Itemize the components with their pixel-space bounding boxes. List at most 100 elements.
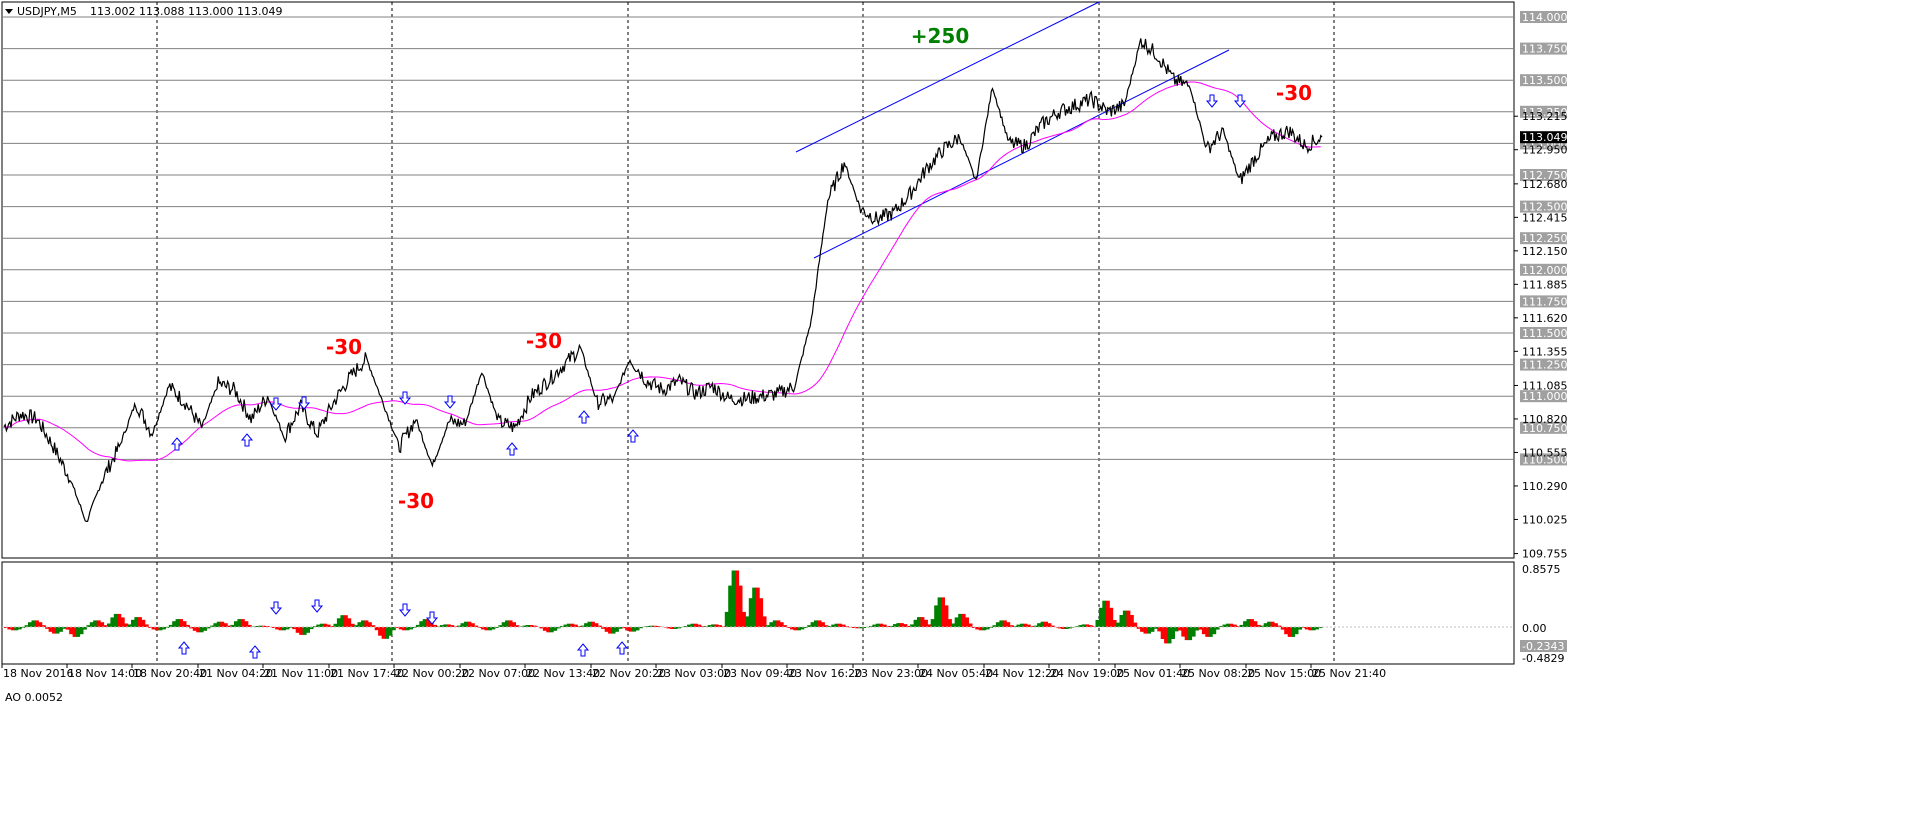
price-level-label: 111.500 [1522, 327, 1568, 340]
ao-bar [1157, 627, 1162, 632]
ao-bar [168, 624, 173, 627]
price-level-lines [2, 16, 1514, 460]
ao-bar [923, 619, 928, 627]
chart-ohlc: 113.002 113.088 113.000 113.049 [90, 5, 282, 18]
ao-bar [937, 597, 942, 627]
ao-bar [855, 627, 860, 629]
price-level-box [1520, 74, 1567, 87]
ao-bar [755, 587, 760, 627]
ao-bar [350, 623, 355, 627]
trade-annotation: -30 [326, 335, 362, 359]
ao-bar [333, 623, 338, 627]
ao-bar [776, 620, 781, 627]
price-level-box [1520, 200, 1567, 213]
ao-bar [714, 624, 719, 627]
ao-bar [1287, 627, 1292, 637]
ao-bar [446, 624, 451, 627]
buy-signal-arrow [505, 442, 519, 456]
ao-bar [590, 621, 595, 627]
ao-bar [443, 624, 448, 627]
ao-bar [724, 611, 729, 627]
ao-bar [669, 627, 674, 629]
ao-bar [216, 621, 221, 627]
ao-bar [910, 624, 915, 627]
price-level-label: 113.500 [1522, 74, 1568, 87]
ao-bar [515, 625, 520, 627]
ao-sell-arrow [398, 603, 412, 617]
ao-bar [1225, 623, 1230, 627]
ao-bar [323, 623, 328, 627]
ao-bar [1291, 627, 1296, 637]
ao-bar [1267, 621, 1272, 627]
ao-bar [285, 627, 290, 630]
ao-bar [941, 597, 945, 627]
ao-bar [1229, 623, 1234, 627]
ao-bar [635, 627, 640, 631]
ao-bar [474, 625, 479, 627]
price-level-label: 113.250 [1522, 106, 1568, 119]
ao-bar [161, 627, 166, 630]
ao-bar [299, 627, 304, 635]
time-axis-label: 24 Nov 19:00 [1050, 667, 1124, 680]
ao-bar [155, 627, 159, 631]
up-arrow-icon [177, 641, 191, 655]
indicator-pane-frame [1, 561, 1515, 665]
ao-bar [711, 624, 716, 627]
ao-bar [731, 570, 736, 627]
ao-bar [532, 625, 537, 627]
ao-bar [120, 617, 125, 627]
ao-bar [951, 623, 956, 627]
ao-bar [1212, 627, 1217, 635]
down-arrow-icon [443, 395, 457, 409]
ao-bar [1277, 625, 1282, 627]
ao-bar [1040, 621, 1045, 627]
ao-bar [783, 625, 788, 627]
ao-bar [1143, 627, 1148, 634]
ao-axis-label: -0.4829 [1522, 652, 1564, 665]
ao-bar [1239, 624, 1244, 627]
grid-layer [1, 1, 1515, 665]
ao-bar [772, 620, 777, 627]
ao-axis-label: 0.8575 [1522, 563, 1561, 576]
ao-bar [172, 621, 177, 627]
ao-bar [793, 627, 798, 631]
ao-bar [1119, 615, 1124, 627]
ao-bar [367, 622, 372, 627]
ao-bar [10, 627, 15, 631]
ao-bar [687, 624, 691, 627]
ao-bar [134, 617, 139, 627]
price-axis-label: 111.085 [1522, 379, 1568, 392]
ao-bar [518, 626, 523, 627]
time-axis-label: 22 Nov 00:20 [395, 667, 469, 680]
price-level-label: 112.750 [1522, 169, 1568, 182]
trade-annotations: -30 -30 -30 +250 -30 [326, 24, 1312, 513]
ao-bar [179, 619, 183, 627]
ao-bar [481, 627, 486, 630]
ao-bar [632, 627, 637, 632]
down-arrow-icon [425, 611, 439, 625]
ao-bar [834, 623, 839, 627]
ao-bar [1064, 627, 1069, 629]
ao-bar [127, 624, 132, 627]
ao-bar [131, 619, 135, 627]
ao-bar [192, 627, 197, 631]
ao-bar [1298, 627, 1302, 630]
price-level-label: 110.750 [1522, 422, 1568, 435]
ao-bar [820, 622, 825, 627]
ao-bar [594, 623, 599, 627]
ao-bar [89, 622, 94, 627]
ao-bar [199, 627, 204, 633]
ao-bar [965, 617, 969, 627]
ao-bar [608, 627, 613, 634]
ao-bar [899, 623, 904, 627]
ao-bar [652, 625, 657, 627]
ao-bar [271, 627, 276, 628]
price-axis-label: 110.290 [1522, 480, 1568, 493]
down-arrow-icon [1233, 94, 1247, 108]
ao-bar [1164, 627, 1169, 644]
ao-buy-arrow [576, 643, 590, 657]
collapse-triangle-icon[interactable] [5, 9, 13, 14]
ao-bar [978, 627, 983, 631]
buy-signal-arrow [170, 437, 184, 451]
ao-bar [415, 624, 420, 627]
